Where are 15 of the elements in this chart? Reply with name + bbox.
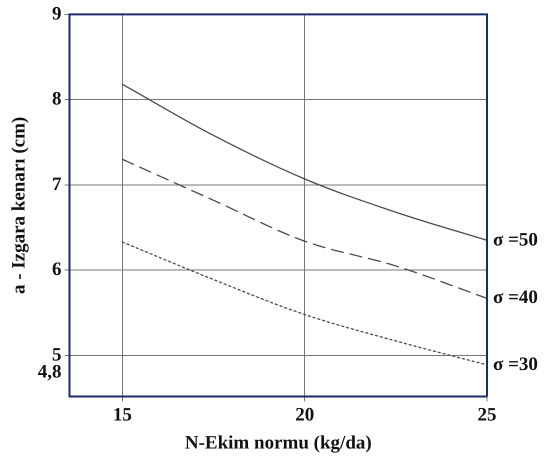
series-label: σ =30 [493,354,538,375]
line-series [122,158,487,299]
x-tick-label: 20 [295,404,314,426]
y-tick-label: 9 [52,3,62,24]
y-axis-title: a - Izgara kenarı (cm) [8,116,30,294]
y-tick-label: 8 [52,88,62,110]
series-label: σ =40 [493,287,538,308]
y-tick-label: 7 [52,174,62,195]
x-tick-label: 15 [112,404,132,426]
line-series [122,241,487,366]
series-label: σ =50 [493,229,538,250]
line-series [122,84,487,242]
y-tick-label: 6 [52,259,62,280]
x-tick-label: 25 [478,404,496,426]
x-axis-title: N-Ekim normu (kg/da) [184,432,372,454]
